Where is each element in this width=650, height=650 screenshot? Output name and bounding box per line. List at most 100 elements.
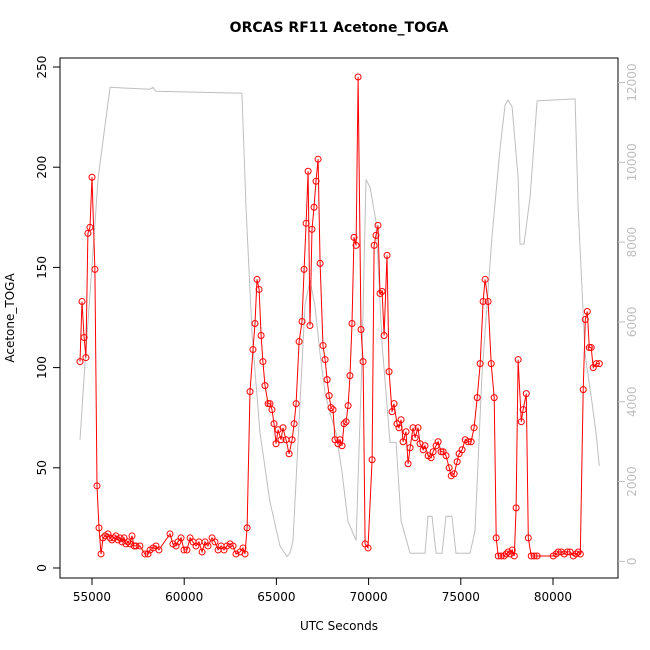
x-tick-label: 60000 bbox=[165, 590, 203, 604]
plot-frame bbox=[59, 57, 619, 579]
point bbox=[336, 436, 344, 444]
point bbox=[432, 442, 440, 450]
point bbox=[524, 534, 532, 542]
point bbox=[378, 287, 386, 295]
point bbox=[126, 540, 134, 548]
point bbox=[512, 504, 520, 512]
point bbox=[442, 452, 450, 460]
y2-tick-label: 2000 bbox=[625, 466, 639, 497]
point bbox=[124, 538, 132, 546]
point bbox=[255, 285, 263, 293]
point bbox=[595, 360, 603, 368]
point bbox=[592, 360, 600, 368]
point bbox=[285, 450, 293, 458]
point bbox=[409, 424, 417, 432]
point bbox=[346, 372, 354, 380]
point bbox=[251, 320, 259, 328]
point bbox=[257, 332, 265, 340]
point bbox=[116, 534, 124, 542]
point bbox=[533, 552, 541, 560]
point bbox=[132, 542, 140, 550]
x-axis-label: UTC Seconds bbox=[300, 619, 378, 633]
point bbox=[295, 338, 303, 346]
point bbox=[348, 320, 356, 328]
point bbox=[502, 550, 510, 558]
point bbox=[490, 394, 498, 402]
point bbox=[172, 542, 180, 550]
point bbox=[312, 177, 320, 185]
point bbox=[253, 275, 261, 283]
point bbox=[506, 550, 514, 558]
point bbox=[404, 460, 412, 468]
point bbox=[243, 524, 251, 532]
x-tick-label: 55000 bbox=[73, 590, 111, 604]
point bbox=[141, 550, 149, 558]
point bbox=[374, 221, 382, 229]
point bbox=[492, 534, 500, 542]
point bbox=[522, 390, 530, 398]
point bbox=[458, 446, 466, 454]
point bbox=[354, 73, 362, 81]
point bbox=[359, 358, 367, 366]
point bbox=[368, 456, 376, 464]
point bbox=[473, 394, 481, 402]
x-tick-label: 75000 bbox=[442, 590, 480, 604]
point bbox=[279, 424, 287, 432]
point bbox=[120, 534, 128, 542]
point bbox=[357, 326, 365, 334]
point bbox=[298, 318, 306, 326]
point bbox=[429, 448, 437, 456]
point bbox=[314, 155, 322, 163]
point bbox=[310, 203, 318, 211]
x-tick-label: 70000 bbox=[350, 590, 388, 604]
point bbox=[198, 548, 206, 556]
point bbox=[510, 552, 518, 560]
point bbox=[95, 524, 103, 532]
point bbox=[406, 444, 414, 452]
point bbox=[268, 406, 276, 414]
point bbox=[434, 438, 442, 446]
point bbox=[86, 223, 94, 231]
point bbox=[342, 418, 350, 426]
y2-tick-label: 0 bbox=[625, 558, 639, 566]
point bbox=[239, 544, 247, 552]
point bbox=[563, 548, 571, 556]
point bbox=[411, 434, 419, 442]
point bbox=[385, 368, 393, 376]
point bbox=[76, 358, 84, 366]
point bbox=[82, 354, 90, 362]
point bbox=[166, 530, 174, 538]
y-tick-label: 100 bbox=[35, 356, 49, 379]
point bbox=[144, 550, 152, 558]
point bbox=[581, 316, 589, 324]
point bbox=[80, 334, 88, 342]
y-tick-label: 50 bbox=[35, 460, 49, 475]
point bbox=[211, 538, 219, 546]
point bbox=[229, 542, 237, 550]
point bbox=[183, 546, 191, 554]
point bbox=[481, 275, 489, 283]
point bbox=[325, 392, 333, 400]
series-line bbox=[79, 76, 600, 557]
point bbox=[508, 546, 516, 554]
point bbox=[437, 448, 445, 456]
y2-tick-label: 8000 bbox=[625, 227, 639, 258]
point bbox=[316, 259, 324, 267]
point bbox=[327, 404, 335, 412]
series-line bbox=[79, 86, 600, 558]
point bbox=[350, 233, 358, 241]
point bbox=[388, 408, 396, 416]
point bbox=[514, 356, 522, 364]
point bbox=[155, 546, 163, 554]
point bbox=[554, 548, 562, 556]
point bbox=[91, 265, 99, 273]
point bbox=[395, 424, 403, 432]
point bbox=[249, 346, 257, 354]
point bbox=[290, 420, 298, 428]
point bbox=[344, 402, 352, 410]
point bbox=[319, 342, 327, 350]
y-tick-label: 250 bbox=[35, 56, 49, 79]
point bbox=[232, 550, 240, 558]
point bbox=[383, 251, 391, 259]
point bbox=[112, 532, 120, 540]
